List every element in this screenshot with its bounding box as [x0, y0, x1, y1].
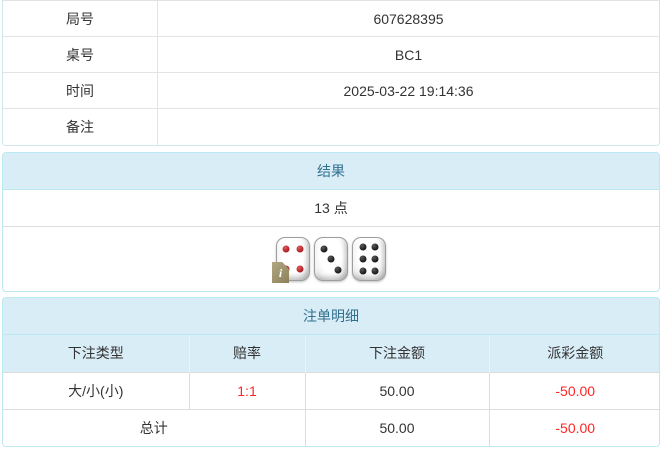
col-header-payout: 派彩金额	[488, 335, 659, 372]
die-pip	[296, 245, 304, 253]
total-label-cell: 总计	[3, 408, 305, 446]
col-header-odds: 赔率	[188, 335, 305, 372]
bet-row: 大/小(小) 1:1 50.00 -50.00	[3, 371, 659, 409]
die-pip	[371, 255, 379, 263]
die-pip	[296, 265, 304, 273]
round-info-table: 局号 607628395 桌号 BC1 时间 2025-03-22 19:14:…	[2, 0, 660, 146]
bet-amount-cell: 50.00	[304, 371, 489, 409]
col-header-bet-amount: 下注金额	[304, 335, 489, 372]
info-row-round-id: 局号 607628395	[3, 1, 659, 37]
die-pip	[327, 255, 335, 263]
time-label: 时间	[3, 73, 158, 108]
broken-image-icon: i	[272, 262, 289, 283]
remark-label: 备注	[3, 109, 158, 145]
payout-cell: -50.00	[488, 371, 659, 409]
odds-cell: 1:1	[188, 371, 305, 409]
die-pip	[359, 243, 367, 251]
round-id-label: 局号	[3, 1, 158, 36]
remark-value	[158, 109, 659, 145]
info-row-time: 时间 2025-03-22 19:14:36	[3, 73, 659, 109]
die-pip	[371, 243, 379, 251]
time-value: 2025-03-22 19:14:36	[343, 82, 474, 99]
total-bet-amount-cell: 50.00	[304, 408, 489, 446]
bet-table: 下注类型 赔率 下注金额 派彩金额 大/小(小) 1:1 50.00 -50.0…	[3, 335, 659, 446]
total-payout-cell: -50.00	[488, 408, 659, 446]
result-points: 13 点	[3, 190, 659, 227]
table-id-label: 桌号	[3, 37, 158, 72]
round-id-value: 607628395	[373, 10, 444, 27]
die-pip	[359, 255, 367, 263]
result-panel-title: 结果	[3, 153, 659, 190]
total-row: 总计 50.00 -50.00	[3, 408, 659, 446]
die-pip	[371, 267, 379, 275]
bet-table-header-row: 下注类型 赔率 下注金额 派彩金额	[3, 335, 659, 372]
die-1-face-4: i	[272, 237, 310, 283]
page: 局号 607628395 桌号 BC1 时间 2025-03-22 19:14:…	[2, 0, 660, 447]
info-row-table-id: 桌号 BC1	[3, 37, 659, 73]
die-pip	[320, 245, 328, 252]
die-2-face-3	[314, 237, 348, 281]
col-header-bet-type: 下注类型	[3, 335, 189, 372]
bet-type-cell: 大/小(小)	[3, 371, 189, 409]
table-id-value: BC1	[394, 46, 423, 63]
die-pip	[282, 245, 290, 253]
dice-row: i	[3, 227, 659, 291]
info-row-remark: 备注	[3, 109, 659, 145]
result-panel: 结果 13 点 i	[2, 152, 660, 292]
bet-details-panel: 注单明细 下注类型 赔率 下注金额 派彩金额 大/小(小) 1:1 50.00 …	[2, 297, 660, 447]
die-pip	[334, 266, 342, 273]
die-3-face-6	[352, 237, 386, 281]
die-pip	[359, 267, 367, 275]
bet-details-title: 注单明细	[3, 298, 659, 335]
